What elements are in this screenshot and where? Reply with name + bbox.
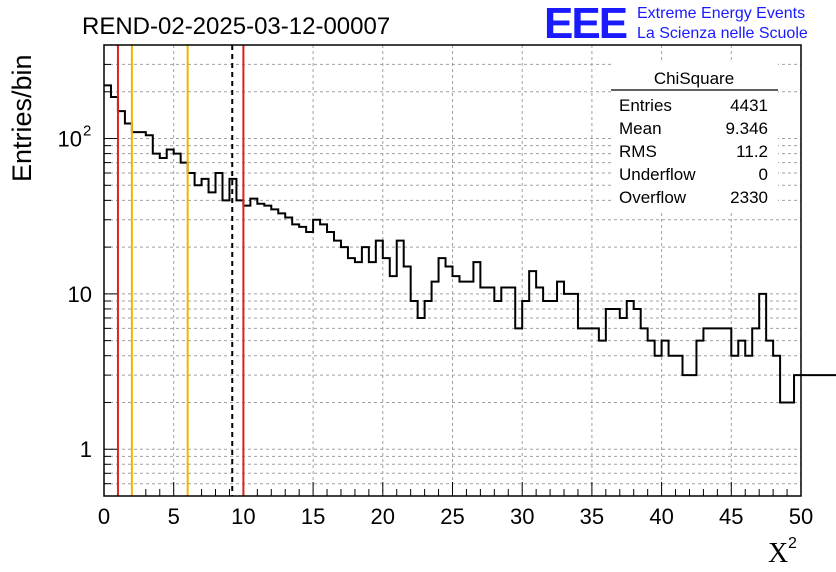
stat-value-underflow: 0 [759,165,768,184]
logo-line-1: Extreme Energy Events [637,5,805,22]
x-tick-label-35: 35 [580,504,604,529]
axis-ticks [103,44,802,497]
statistics-box: ChiSquare Entries 4431 Mean 9.346 RMS 11… [611,60,778,210]
stat-box-title: ChiSquare [654,69,734,88]
x-axis-label-superscript: 2 [788,535,797,552]
x-tick-label-30: 30 [510,504,534,529]
threshold-markers [116,45,245,496]
plot-frame [103,44,802,497]
y-tick-label-10: 10 [68,282,92,307]
stat-label-entries: Entries [619,96,672,115]
x-tick-label-45: 45 [719,504,743,529]
eee-logo-mark: EEE [544,0,627,48]
y-axis-label: Entries/bin [7,54,37,182]
x-tick-label-40: 40 [649,504,673,529]
y-tick-label-1: 1 [80,437,92,462]
stat-label-rms: RMS [619,142,657,161]
stat-box-background [611,60,778,210]
x-tick-label-5: 5 [168,504,180,529]
eee-logo: EEE Extreme Energy Events La Scienza nel… [544,0,808,48]
stat-value-entries: 4431 [730,96,768,115]
x-tick-label-0: 0 [98,504,110,529]
stat-label-underflow: Underflow [619,165,696,184]
y-tick-label-100: 10 2 [58,123,92,152]
y-tick-label-exponent: 2 [83,123,91,140]
logo-line-2: La Scienza nelle Scuole [637,25,808,42]
y-tick-label-base: 10 [58,127,82,152]
x-tick-label-25: 25 [440,504,464,529]
x-tick-label-15: 15 [301,504,325,529]
x-tick-label-10: 10 [231,504,255,529]
stat-label-overflow: Overflow [619,188,687,207]
chart-title: REND-02-2025-03-12-00007 [82,13,390,40]
x-axis-label-base: X [768,538,788,569]
stat-label-mean: Mean [619,119,662,138]
x-tick-label-50: 50 [789,504,813,529]
x-tick-label-20: 20 [371,504,395,529]
stat-value-overflow: 2330 [730,188,768,207]
stat-value-mean: 9.346 [725,119,768,138]
histogram-line [104,84,836,404]
x-axis-label: X 2 [768,535,797,569]
stat-value-rms: 11.2 [736,142,768,161]
